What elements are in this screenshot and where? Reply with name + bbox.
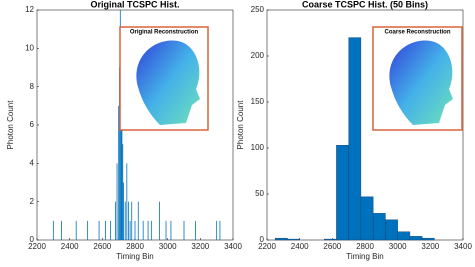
x-tick-label: 3200 (191, 242, 209, 251)
y-tick-label: 200 (251, 51, 265, 60)
chart-title: Original TCSPC Hist. (90, 0, 179, 9)
inset-image (136, 40, 200, 125)
x-tick-label: 2400 (291, 242, 309, 251)
x-tick-label: 3000 (159, 242, 177, 251)
y-tick-label: 0 (30, 235, 35, 244)
x-tick-label: 2800 (356, 242, 374, 251)
y-tick-label: 4 (30, 158, 35, 167)
y-tick-label: 50 (255, 189, 264, 198)
y-tick-label: 100 (251, 143, 265, 152)
inset-title: Original Reconstruction (130, 30, 199, 36)
bar (421, 237, 435, 241)
y-tick-label: 150 (251, 97, 265, 106)
bar (372, 213, 386, 241)
x-axis-label: Timing Bin (116, 252, 154, 261)
bar (385, 219, 398, 241)
y-tick-label: 0 (260, 235, 265, 244)
inset-image (389, 40, 453, 125)
x-tick-label: 2600 (93, 242, 111, 251)
x-tick-label: 3400 (454, 242, 472, 251)
y-tick-label: 10 (25, 43, 34, 52)
bar (287, 238, 300, 241)
inset-title: Coarse Reconstruction (384, 30, 450, 36)
x-tick-label: 2600 (323, 242, 341, 251)
y-axis-label: Photon Count (236, 100, 245, 150)
bar (360, 196, 374, 241)
bar (348, 37, 362, 241)
bar (274, 237, 288, 241)
bar (336, 145, 349, 241)
bar (397, 231, 411, 241)
y-tick-label: 2 (30, 197, 35, 206)
x-tick-label: 3200 (421, 242, 439, 251)
x-tick-label: 2400 (61, 242, 79, 251)
x-tick-label: 2800 (126, 242, 144, 251)
x-tick-label: 3000 (389, 242, 407, 251)
x-tick-label: 2200 (258, 242, 276, 251)
y-tick-label: 6 (30, 120, 35, 129)
y-tick-label: 8 (30, 82, 35, 91)
x-tick-label: 2200 (28, 242, 46, 251)
bar (409, 236, 423, 241)
y-tick-label: 12 (25, 5, 34, 14)
x-tick-label: 3400 (224, 242, 242, 251)
bar (323, 238, 337, 241)
y-axis-label: Photon Count (6, 100, 15, 150)
y-tick-label: 250 (251, 5, 265, 14)
chart-title: Coarse TCSPC Hist. (50 Bins) (302, 0, 428, 9)
x-axis-label: Timing Bin (346, 252, 384, 261)
